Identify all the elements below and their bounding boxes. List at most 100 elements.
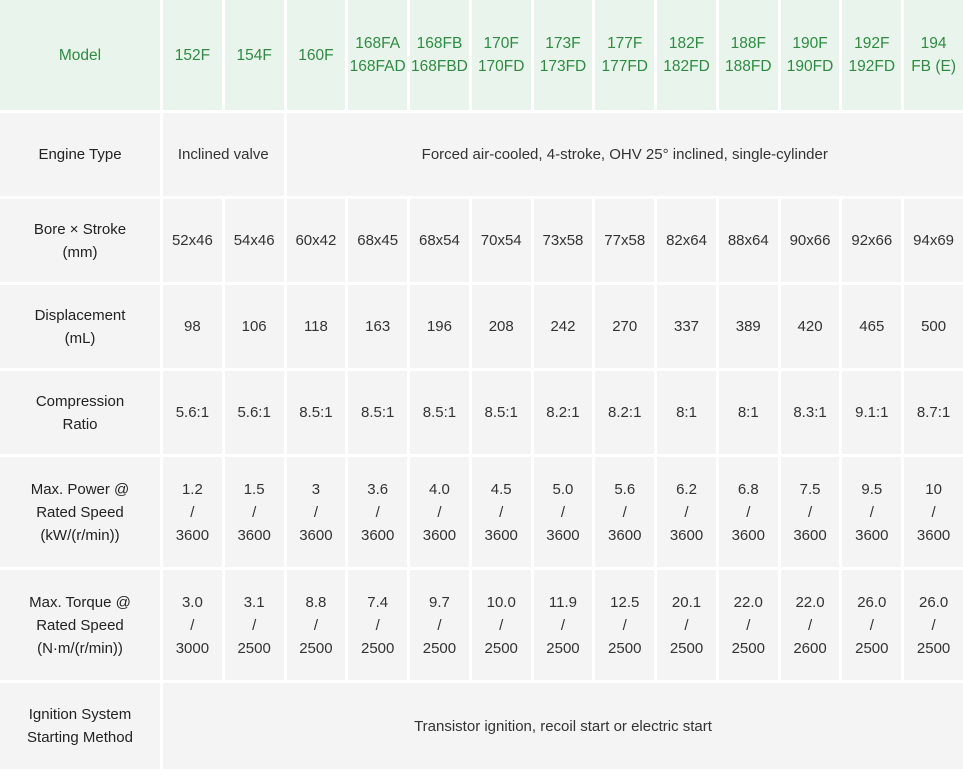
model-name: 152F [174,46,211,64]
power-value: 6.8/3600 [718,457,778,567]
displacement-value: 420 [780,285,840,368]
bore-stroke-value: 82x64 [657,199,716,282]
model-name: 168FA [355,35,401,52]
power-value: 4.0/3600 [410,457,469,567]
bore-stroke-value: 68x54 [410,199,469,282]
bore-stroke-value: 92x66 [842,199,902,282]
label-unit: (N·m/(r/min)) [37,639,123,657]
model-name: 170F [483,35,519,52]
displacement-value: 118 [286,285,346,368]
model-cell: 173F 173FD [533,0,593,110]
model-name-variant: FB (E) [911,58,956,75]
model-name-variant: 188FD [725,58,772,75]
torque-label: Max. Torque @ Rated Speed (N·m/(r/min)) [0,570,160,680]
model-cell: 192F 192FD [842,0,902,110]
model-name-variant: 168FBD [411,58,468,75]
compression-value: 8:1 [657,371,716,454]
power-value: 5.0/3600 [533,457,593,567]
model-name: 168FB [416,35,463,52]
label-line: Rated Speed [36,616,124,634]
displacement-value: 465 [842,285,902,368]
power-value: 10/3600 [904,457,963,567]
displacement-value: 500 [904,285,963,368]
torque-value: 3.0/3000 [163,570,222,680]
model-name-variant: 177FD [601,58,648,75]
displacement-label: Displacement (mL) [0,285,160,368]
torque-value: 3.1/2500 [224,570,284,680]
compression-value: 8:1 [718,371,778,454]
torque-row: Max. Torque @ Rated Speed (N·m/(r/min)) 3.… [0,570,963,680]
bore-stroke-row: Bore × Stroke (mm) 52x46 54x46 60x42 68x4… [0,199,963,282]
model-header-label: Model [0,0,160,110]
model-cell: 182F 182FD [657,0,716,110]
bore-stroke-value: 70x54 [471,199,531,282]
bore-stroke-value: 68x45 [348,199,408,282]
model-name: 154F [236,46,272,64]
model-name: 177F [607,35,643,52]
compression-value: 5.6:1 [224,371,284,454]
torque-value: 22.0/2500 [718,570,778,680]
model-cell: 188F 188FD [718,0,778,110]
model-name-variant: 168FAD [349,58,406,75]
compression-value: 8.7:1 [904,371,963,454]
model-cell: 152F [163,0,222,110]
bore-stroke-value: 52x46 [163,199,222,282]
bore-stroke-value: 90x66 [780,199,840,282]
power-label: Max. Power @ Rated Speed (kW/(r/min)) [0,457,160,567]
model-name-variant: 182FD [663,58,710,75]
power-value: 5.6/3600 [595,457,655,567]
bore-stroke-value: 88x64 [718,199,778,282]
label-line: Displacement [34,306,126,324]
displacement-value: 98 [163,285,222,368]
power-value: 1.5/3600 [224,457,284,567]
label-line: Ignition System [28,706,132,723]
power-value: 3.6/3600 [348,457,408,567]
model-name: 190F [792,35,828,52]
model-name: 192F [854,35,890,52]
compression-value: 8.5:1 [410,371,469,454]
model-name: 160F [298,46,334,64]
compression-value: 8.3:1 [780,371,840,454]
displacement-value: 163 [348,285,408,368]
label-line: Bore × Stroke [33,220,127,238]
displacement-value: 270 [595,285,655,368]
compression-value: 5.6:1 [163,371,222,454]
ignition-value: Transistor ignition, recoil start or ele… [163,683,963,769]
label-line: Max. Torque @ [29,593,131,611]
displacement-value: 196 [410,285,469,368]
model-name-variant: 173FD [539,58,587,75]
ignition-row: Ignition System Starting Method Transisto… [0,683,963,769]
displacement-row: Displacement (mL) 98 106 118 163 196 208 … [0,285,963,368]
torque-value: 12.5/2500 [595,570,655,680]
bore-stroke-value: 73x58 [533,199,593,282]
label-line: Rated Speed [36,503,124,521]
model-cell: 177F 177FD [595,0,655,110]
model-name: 194 [920,35,947,52]
power-value: 1.2/3600 [163,457,222,567]
torque-value: 8.8/2500 [286,570,346,680]
engine-type-label: Engine Type [0,113,160,196]
engine-type-row: Engine Type Inclined valve Forced air-co… [0,113,963,196]
label-unit: (kW/(r/min)) [40,526,120,544]
model-cell: 160F [286,0,346,110]
bore-stroke-label: Bore × Stroke (mm) [0,199,160,282]
label-line: Starting Method [27,729,133,746]
label-line: Ratio [62,415,98,433]
model-name-variant: 192FD [848,58,896,75]
compression-value: 8.5:1 [286,371,346,454]
model-name-variant: 170FD [477,58,525,75]
torque-value: 11.9/2500 [533,570,593,680]
torque-value: 7.4/2500 [348,570,408,680]
compression-value: 8.5:1 [471,371,531,454]
label-line: Compression [35,392,125,410]
ignition-label: Ignition System Starting Method [0,683,160,769]
displacement-value: 106 [224,285,284,368]
engine-type-description: Forced air-cooled, 4-stroke, OHV 25° inc… [286,113,963,196]
model-name: 188F [730,35,766,52]
torque-value: 26.0/2500 [842,570,902,680]
bore-stroke-value: 94x69 [904,199,963,282]
displacement-value: 208 [471,285,531,368]
label-unit: (mm) [62,243,98,261]
torque-value: 26.0/2500 [904,570,963,680]
model-cell: 170F 170FD [471,0,531,110]
